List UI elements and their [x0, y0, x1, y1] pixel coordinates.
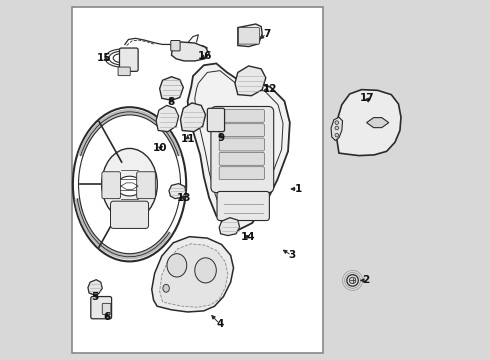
FancyBboxPatch shape [102, 172, 121, 199]
FancyBboxPatch shape [171, 41, 180, 51]
Ellipse shape [102, 148, 157, 220]
Text: 9: 9 [217, 133, 224, 143]
FancyBboxPatch shape [137, 172, 155, 199]
Ellipse shape [117, 176, 143, 196]
Ellipse shape [335, 134, 339, 137]
Polygon shape [188, 63, 290, 230]
FancyBboxPatch shape [120, 48, 138, 71]
Polygon shape [169, 184, 186, 199]
Text: 17: 17 [360, 93, 374, 103]
FancyBboxPatch shape [91, 297, 112, 319]
Polygon shape [235, 66, 266, 96]
Ellipse shape [335, 121, 339, 125]
Ellipse shape [195, 258, 216, 283]
Polygon shape [172, 42, 209, 61]
Polygon shape [152, 237, 234, 312]
Ellipse shape [349, 277, 356, 284]
Ellipse shape [73, 107, 186, 261]
Text: 15: 15 [97, 53, 112, 63]
FancyBboxPatch shape [207, 108, 224, 132]
FancyBboxPatch shape [102, 303, 111, 315]
Text: 1: 1 [294, 184, 302, 194]
Text: 3: 3 [288, 250, 295, 260]
Text: 11: 11 [180, 134, 195, 144]
Polygon shape [160, 244, 228, 307]
FancyBboxPatch shape [239, 28, 259, 44]
FancyBboxPatch shape [118, 67, 130, 76]
Polygon shape [160, 77, 183, 100]
FancyBboxPatch shape [219, 167, 265, 180]
FancyBboxPatch shape [219, 124, 265, 136]
Text: 2: 2 [362, 275, 369, 285]
Ellipse shape [167, 254, 187, 277]
FancyBboxPatch shape [219, 138, 265, 151]
FancyBboxPatch shape [211, 107, 274, 193]
Text: 12: 12 [263, 84, 277, 94]
FancyBboxPatch shape [219, 152, 265, 165]
Polygon shape [88, 280, 102, 295]
Text: 5: 5 [92, 292, 98, 302]
Polygon shape [367, 118, 389, 128]
FancyBboxPatch shape [217, 192, 270, 221]
Text: 10: 10 [152, 143, 167, 153]
Polygon shape [219, 218, 240, 235]
Text: 14: 14 [241, 232, 256, 242]
Text: 7: 7 [263, 29, 270, 39]
Ellipse shape [335, 126, 339, 130]
Text: 13: 13 [177, 193, 191, 203]
Text: 16: 16 [197, 51, 212, 61]
Ellipse shape [347, 275, 358, 286]
Polygon shape [180, 103, 205, 132]
Ellipse shape [163, 284, 170, 292]
Polygon shape [337, 90, 401, 156]
FancyBboxPatch shape [219, 109, 265, 122]
Polygon shape [331, 117, 343, 140]
FancyBboxPatch shape [111, 201, 148, 228]
FancyBboxPatch shape [72, 7, 323, 353]
Polygon shape [238, 24, 262, 46]
Polygon shape [156, 105, 179, 132]
Text: 6: 6 [103, 312, 111, 322]
Text: 8: 8 [168, 97, 175, 107]
Text: 4: 4 [216, 319, 223, 329]
